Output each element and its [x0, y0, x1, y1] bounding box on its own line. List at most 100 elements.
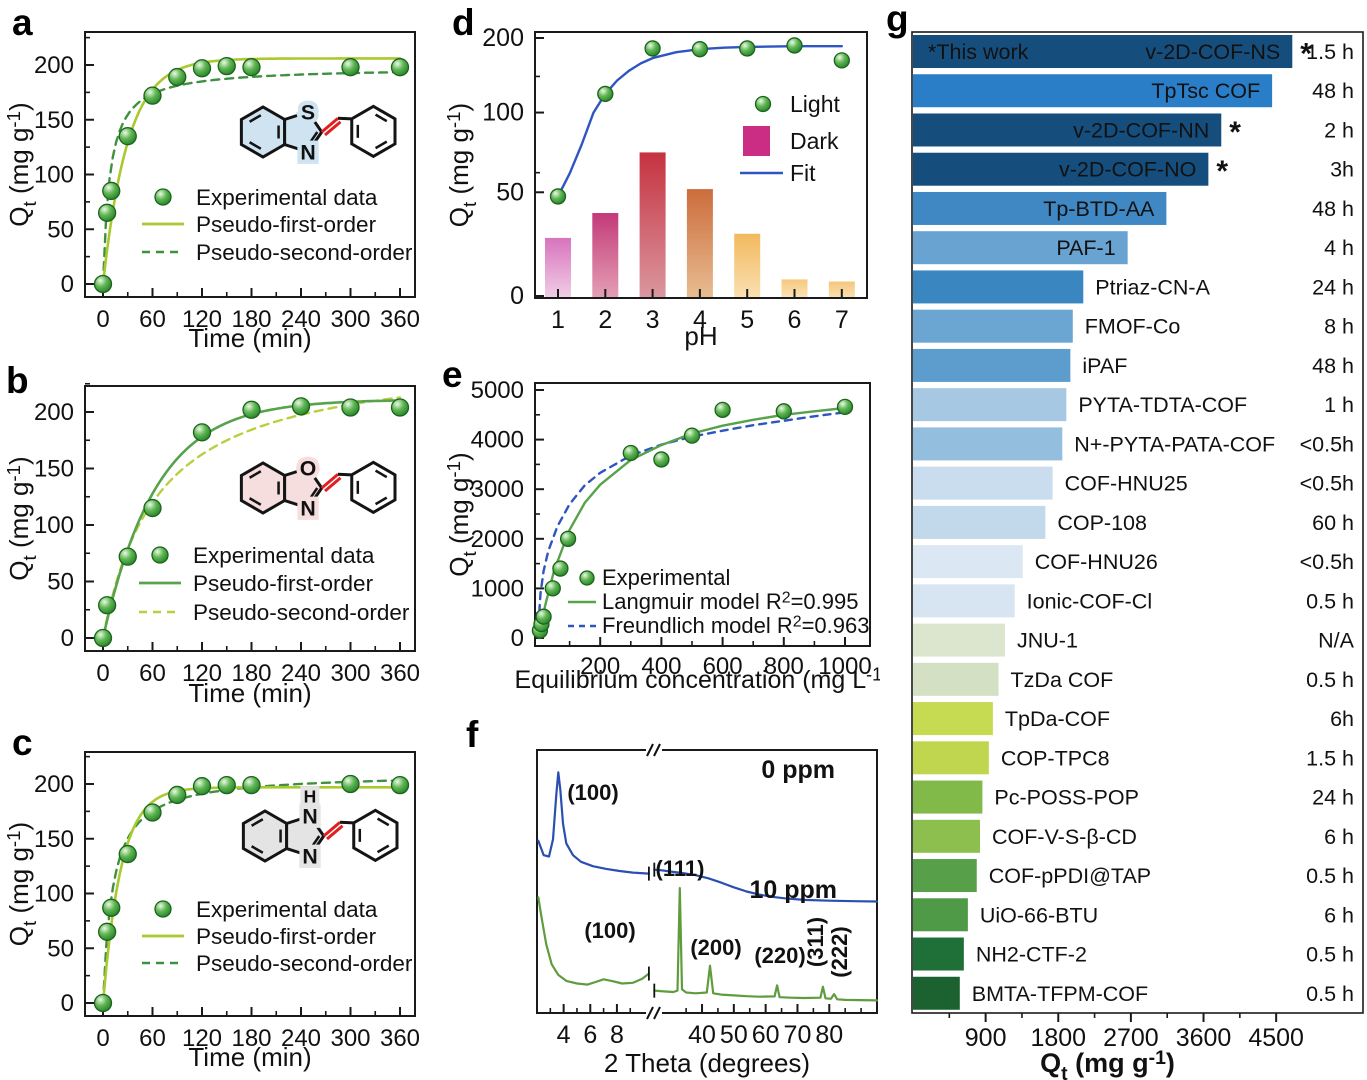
bar-row-BMTA-TFPM-COF: BMTA-TFPM-COF 0.5 h: [913, 976, 1354, 1010]
bar-label: NH2-CTF-2: [976, 943, 1087, 967]
light-point-pH3: [644, 40, 661, 57]
bar-COF-HNU25: [913, 466, 1053, 500]
xrd-trace-0ppm: [653, 868, 879, 903]
x-axis-label: Time (min): [188, 1042, 311, 1072]
experimental-point: [118, 127, 137, 146]
experimental-point: [341, 58, 360, 77]
time-value: <0.5h: [1300, 472, 1354, 496]
bar-label: TpTsc COF: [1151, 79, 1260, 103]
vinyl-double-bond: [326, 824, 344, 841]
x-tick-label: 120: [182, 1025, 222, 1052]
y-tick-label: 100: [482, 99, 524, 127]
bar-NH2-CTF-2: [913, 937, 964, 971]
panel-label-g: g: [886, 0, 909, 39]
panel-b-kinetics-chart: 0 60 120 180 240 300 360 0 50 100 150 200 Time (min)…: [3, 382, 420, 708]
x-tick-label: 120: [182, 306, 222, 333]
aromatic-bond: [248, 114, 262, 123]
bar-row-v-2D-COF-NO: v-2D-COF-NO * 3h: [913, 152, 1354, 188]
x-tick-label: 600: [703, 653, 743, 680]
bar-COF-HNU26: [913, 545, 1023, 579]
bar-row-N+-PYTA-PATA-COF: N+-PYTA-PATA-COF <0.5h: [913, 427, 1354, 461]
atom-N: N: [300, 497, 315, 521]
bar-row-NH2-CTF-2: NH2-CTF-2 0.5 h: [913, 937, 1354, 971]
time-value: 0.5 h: [1306, 589, 1354, 613]
vinyl-double-bond: [322, 821, 341, 838]
x-tick-label: 1: [551, 306, 565, 334]
legend-label: Experimental data: [196, 897, 378, 922]
bar-FMOF-Co: [913, 309, 1073, 343]
time-value: 2 h: [1324, 118, 1354, 142]
time-value: 0.5 h: [1306, 864, 1354, 888]
bar-label: iPAF: [1082, 354, 1127, 378]
x-tick-label: 0: [96, 306, 109, 333]
time-value: 48 h: [1312, 197, 1354, 221]
aromatic-bond: [248, 141, 262, 150]
legend-label-dark: Dark: [790, 128, 839, 154]
axis-break-slash: [653, 743, 661, 757]
legend-label: Pseudo-first-order: [196, 212, 377, 237]
x-axis-label: 2 Theta (degrees): [604, 1048, 810, 1078]
trace-label-0ppm: 0 ppm: [761, 756, 835, 784]
y-tick-label: 0: [61, 271, 74, 298]
bar-v-2D-COF-NN: [913, 113, 1222, 147]
bar-row-Tp-BTD-AA: Tp-BTD-AA 48 h: [913, 191, 1354, 225]
y-tick-label: 150: [34, 826, 74, 853]
experimental-point: [836, 398, 854, 416]
x-tick-label: 360: [380, 660, 420, 687]
axis-break-slash: [646, 1006, 654, 1020]
x-tick-label: 240: [281, 1025, 321, 1052]
atom-O: O: [300, 457, 317, 481]
experimental-point: [102, 181, 121, 201]
molecule-2-styrylbenzothiazole: SN: [239, 96, 397, 169]
x-axis-label: Time (min): [188, 323, 311, 353]
bar-label: v-2D-COF-NS: [1145, 40, 1280, 64]
atom-S: S: [301, 101, 315, 125]
time-value: 48 h: [1312, 354, 1354, 378]
peak-label-(220): (220): [754, 943, 805, 968]
peak-label-(111): (111): [656, 856, 705, 881]
legend-marker-experimental: [151, 546, 169, 564]
y-axis-label: Qt (mg g-1): [3, 102, 40, 226]
bar-label: TpDa-COF: [1005, 707, 1110, 731]
dark-bar-pH3: [639, 152, 666, 298]
x-tick-label: 50: [720, 1021, 748, 1049]
bar-label: Tp-BTD-AA: [1043, 197, 1155, 221]
panel-label-c: c: [12, 722, 33, 763]
y-tick-label: 1000: [471, 575, 524, 602]
atom-N: N: [302, 845, 317, 869]
legend: Light Dark Fit: [740, 91, 840, 186]
axes-box: [534, 31, 868, 299]
bar-row-PAF-1: PAF-1 4 h: [913, 231, 1354, 265]
bar-Pc-POSS-POP: [913, 780, 983, 814]
this-work-note: *This work: [928, 40, 1029, 64]
x-axis-label: Time (min): [188, 678, 311, 708]
x-tick-label: 2700: [1103, 1024, 1159, 1052]
legend-swatch-dark: [743, 126, 770, 156]
y-tick-label: 0: [61, 990, 74, 1017]
x-tick-label: 300: [330, 306, 370, 333]
azole-ring: [285, 814, 326, 858]
x-tick-label: 60: [139, 660, 166, 687]
bar-label: Ptriaz-CN-A: [1095, 275, 1210, 299]
x-tick-label: 5: [740, 306, 754, 334]
vinyl-double-bond: [324, 120, 342, 137]
light-point-pH1: [549, 188, 567, 205]
atom-H: H: [304, 786, 317, 806]
x-axis-label: Qt (mg g-1): [1040, 1047, 1175, 1080]
aromatic-bond: [374, 496, 388, 506]
experimental-point: [168, 785, 187, 805]
vinyl-double-bond: [324, 476, 342, 493]
panel-label-f: f: [466, 714, 479, 755]
bar-BMTA-TFPM-COF: [913, 976, 960, 1010]
y-axis-label: Qt (mg g-1): [443, 103, 480, 227]
peak-label-(200): (200): [690, 935, 741, 960]
bar-label: TzDa COF: [1011, 668, 1114, 692]
experimental-point: [242, 58, 261, 77]
time-value: 6h: [1330, 707, 1354, 731]
panel-f-xrd-chart: 4 6 8 40 50 60 70 80 0 ppm (100) 10 ppm (100) (111) (…: [536, 743, 879, 1078]
axis-break-slash: [646, 743, 654, 757]
experimental-point: [535, 608, 552, 625]
axes-box: [536, 749, 878, 1014]
